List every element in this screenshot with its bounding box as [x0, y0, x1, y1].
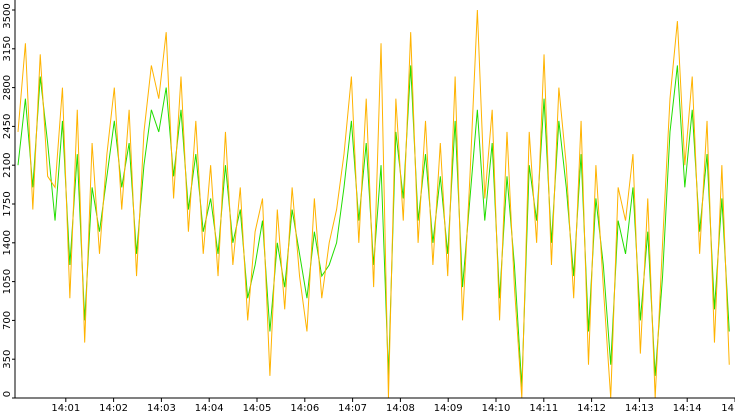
x-tick-label: 14:14 — [673, 403, 702, 414]
x-tick-label: 14:07 — [338, 403, 367, 414]
x-tick-label: 14:06 — [290, 403, 319, 414]
y-tick-label: 350 — [2, 350, 13, 369]
x-tick-label: 14:09 — [434, 403, 463, 414]
y-tick-label: 3500 — [2, 3, 13, 28]
x-tick-label: 14:05 — [243, 403, 272, 414]
x-tick-label: 14 — [721, 403, 734, 414]
y-tick-label: 700 — [2, 311, 13, 330]
x-tick-label: 14:08 — [386, 403, 415, 414]
y-tick-label: 2800 — [2, 75, 13, 100]
x-tick-label: 14:04 — [195, 403, 224, 414]
y-tick-label: 2450 — [2, 114, 13, 139]
y-tick-label: 0 — [2, 391, 13, 397]
x-tick-label: 14:13 — [625, 403, 654, 414]
series-line — [17, 65, 730, 387]
x-tick-label: 14:03 — [147, 403, 176, 414]
y-tick-label: 1050 — [2, 269, 13, 294]
y-tick-label: 3150 — [2, 36, 13, 61]
x-tick-label: 14:01 — [51, 403, 80, 414]
y-tick-label: 1750 — [2, 191, 13, 216]
x-tick-label: 14:12 — [577, 403, 606, 414]
x-tick-label: 14:10 — [482, 403, 511, 414]
x-tick-label: 14:02 — [99, 403, 128, 414]
y-tick-label: 2100 — [2, 152, 13, 177]
y-tick-label: 1400 — [2, 230, 13, 255]
x-tick-label: 14:11 — [529, 403, 558, 414]
